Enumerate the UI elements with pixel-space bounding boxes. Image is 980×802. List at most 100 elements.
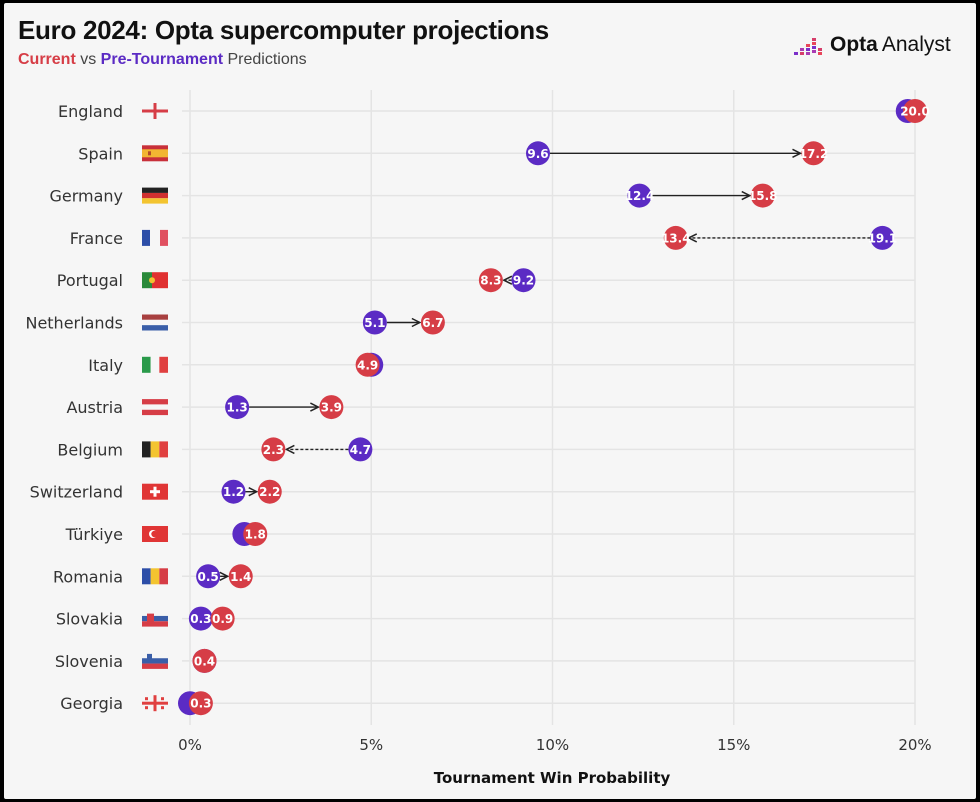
flag-part: [152, 272, 168, 289]
current-dot-label: 4.9: [357, 358, 378, 372]
pre-tournament-dot-label: 0.5: [197, 570, 218, 584]
current-dot-label: 17.2: [799, 147, 829, 161]
pre-tournament-dot: [188, 606, 213, 631]
current-dot: [192, 648, 217, 673]
pre-tournament-dot: [225, 395, 250, 420]
portugal-flag-icon: [142, 272, 168, 289]
pre-tournament-dot-label: 19.1: [868, 231, 898, 245]
logo-square: [800, 48, 804, 51]
flag-part: [145, 706, 148, 710]
current-dot: [478, 268, 503, 293]
row-belgium: Belgium 4.7 2.3: [57, 437, 915, 462]
pre-tournament-dot-label: 9.6: [527, 147, 548, 161]
flag-part: [159, 356, 168, 373]
chart-title: Euro 2024: Opta supercomputer projection…: [18, 15, 549, 45]
current-dot-label: 0.9: [212, 612, 233, 626]
opta-analyst-logo: Opta Analyst: [794, 33, 951, 57]
pre-tournament-dot-label: 12.4: [625, 189, 655, 203]
flag-part: [142, 356, 151, 373]
pre-tournament-dot-label: 4.7: [350, 443, 371, 457]
subtitle-vs: vs: [75, 51, 101, 68]
flag-part: [153, 103, 157, 119]
logo-square: [806, 52, 810, 55]
country-label: Slovakia: [56, 610, 123, 629]
legend-pre-tournament: Pre-Tournament: [100, 51, 224, 68]
row-georgia: Georgia 0.3: [60, 691, 915, 716]
x-tick-label: 5%: [359, 736, 383, 754]
current-dot-label: 0.4: [194, 654, 215, 668]
country-label: Netherlands: [25, 314, 123, 333]
row-turkiye: Türkiye 1.8: [65, 522, 915, 546]
flag-part: [142, 404, 168, 410]
pre-tournament-dot: [511, 268, 536, 293]
pre-tournament-dot-label: 5.1: [364, 316, 385, 330]
logo-square: [794, 52, 798, 55]
pre-tournament-dot-label: 1.3: [226, 401, 247, 415]
logo-square: [812, 42, 816, 45]
current-dot-label: 2.3: [263, 443, 284, 457]
slovakia-flag-icon: [142, 610, 168, 627]
row-switzerland: Switzerland 1.2 2.2: [30, 479, 915, 504]
flag-part: [142, 621, 168, 627]
country-label: Austria: [66, 398, 123, 417]
flag-part: [142, 272, 152, 289]
current-dot-label: 15.8: [748, 189, 778, 203]
current-dot: [261, 437, 286, 462]
logo-text-bold: Opta: [830, 33, 878, 56]
logo-square: [818, 52, 822, 55]
current-dot: [801, 141, 826, 166]
current-dot-label: 1.4: [230, 570, 251, 584]
country-label: Belgium: [57, 440, 123, 459]
flag-part: [142, 568, 151, 585]
pre-tournament-dot: [196, 564, 221, 589]
flag-part: [142, 441, 151, 458]
row-germany: Germany 12.4 15.8: [49, 183, 915, 208]
country-label: Portugal: [57, 271, 123, 290]
switzerland-flag-icon: [142, 483, 168, 500]
current-dot-label: 6.7: [422, 316, 443, 330]
flag-part: [161, 706, 164, 710]
current-dot-label: 3.9: [321, 401, 342, 415]
current-dot: [903, 99, 927, 123]
current-dot-label: 8.3: [480, 274, 501, 288]
pre-tournament-dot-label: 1.2: [223, 485, 244, 499]
country-label: England: [58, 102, 123, 121]
flag-part: [142, 319, 168, 326]
flag-part: [142, 610, 168, 616]
pre-tournament-dot-label: 0.3: [190, 612, 211, 626]
country-label: Georgia: [60, 694, 123, 713]
row-spain: Spain 9.6 17.2: [78, 141, 915, 166]
flag-part: [142, 663, 168, 669]
turkiye-flag-icon: [142, 526, 168, 542]
legend-current: Current: [18, 51, 76, 68]
germany-flag-icon: [142, 187, 168, 204]
flag-part: [142, 658, 168, 664]
austria-flag-icon: [142, 399, 168, 416]
logo-bars-icon: [794, 38, 822, 55]
country-label: Italy: [88, 356, 123, 375]
country-label: Slovenia: [55, 652, 123, 671]
current-dot-label: 2.2: [259, 485, 280, 499]
row-romania: Romania 0.5 1.4: [53, 564, 915, 589]
x-tick-label: 20%: [898, 736, 931, 754]
france-flag-icon: [142, 229, 168, 246]
logo-square: [812, 50, 816, 53]
current-dot: [663, 225, 688, 250]
slovenia-flag-icon: [142, 652, 168, 669]
flag-part: [142, 187, 168, 193]
pre-tournament-dot-label: 9.2: [513, 274, 534, 288]
england-flag-icon: [142, 103, 168, 119]
pre-tournament-dot: [362, 310, 387, 335]
pre-tournament-dot: [870, 225, 895, 250]
current-dot-label: 0.3: [190, 697, 211, 711]
flag-part: [161, 697, 164, 701]
current-dot-label: 20.0: [900, 105, 930, 119]
flag-part: [151, 530, 158, 538]
flag-part: [142, 615, 168, 622]
row-slovenia: Slovenia 0.4: [55, 648, 915, 673]
flag-part: [149, 277, 155, 284]
flag-part: [150, 490, 160, 494]
x-axis-label: Tournament Win Probability: [434, 769, 671, 787]
subtitle-rest: Predictions: [223, 51, 307, 68]
netherlands-flag-icon: [142, 314, 168, 331]
